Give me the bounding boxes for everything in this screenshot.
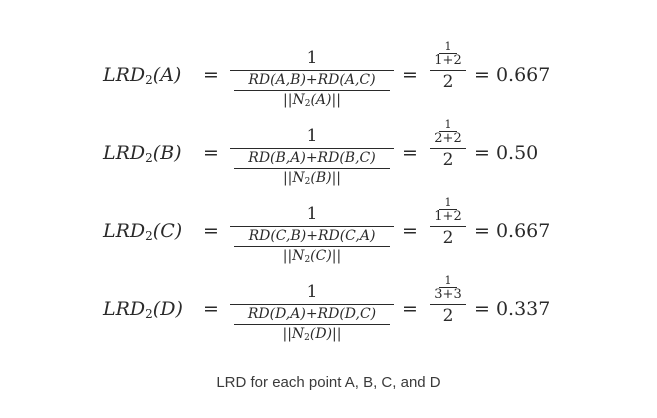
fraction-bar — [230, 226, 394, 227]
computed-sum: 3+3 — [434, 287, 462, 302]
fraction-bar — [230, 148, 394, 149]
formula-block: LRD2(A) = 1 RD(A,B)+RD(A,C) ||N2(A)|| = … — [0, 40, 657, 356]
computed-outer-bar — [430, 304, 466, 305]
inner-fraction: RD(D,A)+RD(D,C) ||N2(D)|| — [230, 304, 394, 348]
figure-caption: LRD for each point A, B, C, and D — [216, 374, 441, 391]
inner-fraction-bar — [234, 324, 390, 325]
fraction-numerator: 1 — [306, 126, 318, 146]
main-fraction: 1 RD(B,A)+RD(B,C) ||N2(B)|| — [230, 126, 394, 196]
equals-sign: = — [203, 220, 219, 242]
inner-numerator: RD(D,A)+RD(D,C) — [247, 306, 377, 322]
computed-denominator: 2 — [442, 150, 454, 170]
equation-lhs: LRD2(C) — [103, 220, 183, 243]
inner-fraction-bar — [234, 246, 390, 247]
computed-fraction: 1 1+2 2 — [428, 40, 468, 100]
computed-sum: 1+2 — [434, 53, 462, 68]
fraction-numerator: 1 — [306, 282, 318, 302]
inner-fraction-bar — [234, 168, 390, 169]
computed-outer-bar — [430, 70, 466, 71]
computed-inner-bar — [439, 131, 457, 132]
computed-one: 1 — [444, 274, 452, 287]
computed-fraction: 1 2+2 2 — [428, 118, 468, 178]
equation-result: = 0.667 — [474, 64, 551, 86]
computed-inner-bar — [439, 209, 457, 210]
fraction-bar — [230, 70, 394, 71]
inner-numerator: RD(B,A)+RD(B,C) — [248, 150, 376, 166]
inner-denominator: ||N2(C)|| — [282, 248, 342, 265]
main-fraction: 1 RD(A,B)+RD(A,C) ||N2(A)|| — [230, 48, 394, 118]
fraction-numerator: 1 — [306, 48, 318, 68]
equals-sign: = — [402, 220, 418, 242]
computed-inner-bar — [439, 53, 457, 54]
inner-denominator: ||N2(D)|| — [282, 326, 342, 343]
equals-sign: = — [203, 64, 219, 86]
computed-denominator: 2 — [442, 228, 454, 248]
equals-sign: = — [402, 64, 418, 86]
computed-one: 1 — [444, 40, 452, 53]
equation-lhs: LRD2(A) — [103, 64, 182, 87]
fraction-bar — [230, 304, 394, 305]
fraction-numerator: 1 — [306, 204, 318, 224]
equation-lrd-b: LRD2(B) = 1 RD(B,A)+RD(B,C) ||N2(B)|| = … — [0, 118, 657, 200]
equation-lhs: LRD2(B) — [103, 142, 182, 165]
inner-numerator: RD(A,B)+RD(A,C) — [248, 72, 376, 88]
computed-one: 1 — [444, 196, 452, 209]
equation-result: = 0.50 — [474, 142, 539, 164]
equals-sign: = — [203, 142, 219, 164]
computed-fraction: 1 3+3 2 — [428, 274, 468, 334]
equals-sign: = — [402, 298, 418, 320]
inner-fraction: RD(A,B)+RD(A,C) ||N2(A)|| — [230, 70, 394, 114]
equation-lrd-a: LRD2(A) = 1 RD(A,B)+RD(A,C) ||N2(A)|| = … — [0, 40, 657, 122]
equation-lrd-d: LRD2(D) = 1 RD(D,A)+RD(D,C) ||N2(D)|| = … — [0, 274, 657, 356]
computed-denominator: 2 — [442, 72, 454, 92]
computed-inner-bar — [439, 287, 457, 288]
equation-lhs: LRD2(D) — [103, 298, 183, 321]
computed-one: 1 — [444, 118, 452, 131]
main-fraction: 1 RD(C,B)+RD(C,A) ||N2(C)|| — [230, 204, 394, 274]
equation-lrd-c: LRD2(C) = 1 RD(C,B)+RD(C,A) ||N2(C)|| = … — [0, 196, 657, 278]
inner-fraction-bar — [234, 90, 390, 91]
inner-denominator: ||N2(A)|| — [283, 92, 341, 109]
inner-denominator: ||N2(B)|| — [282, 170, 342, 187]
computed-fraction: 1 1+2 2 — [428, 196, 468, 256]
main-fraction: 1 RD(D,A)+RD(D,C) ||N2(D)|| — [230, 282, 394, 352]
inner-numerator: RD(C,B)+RD(C,A) — [248, 228, 376, 244]
computed-outer-bar — [430, 148, 466, 149]
equals-sign: = — [203, 298, 219, 320]
inner-fraction: RD(B,A)+RD(B,C) ||N2(B)|| — [230, 148, 394, 192]
computed-denominator: 2 — [442, 306, 454, 326]
computed-sum: 2+2 — [434, 131, 462, 146]
computed-sum: 1+2 — [434, 209, 462, 224]
computed-outer-bar — [430, 226, 466, 227]
equation-result: = 0.667 — [474, 220, 551, 242]
equation-result: = 0.337 — [474, 298, 551, 320]
equals-sign: = — [402, 142, 418, 164]
inner-fraction: RD(C,B)+RD(C,A) ||N2(C)|| — [230, 226, 394, 270]
